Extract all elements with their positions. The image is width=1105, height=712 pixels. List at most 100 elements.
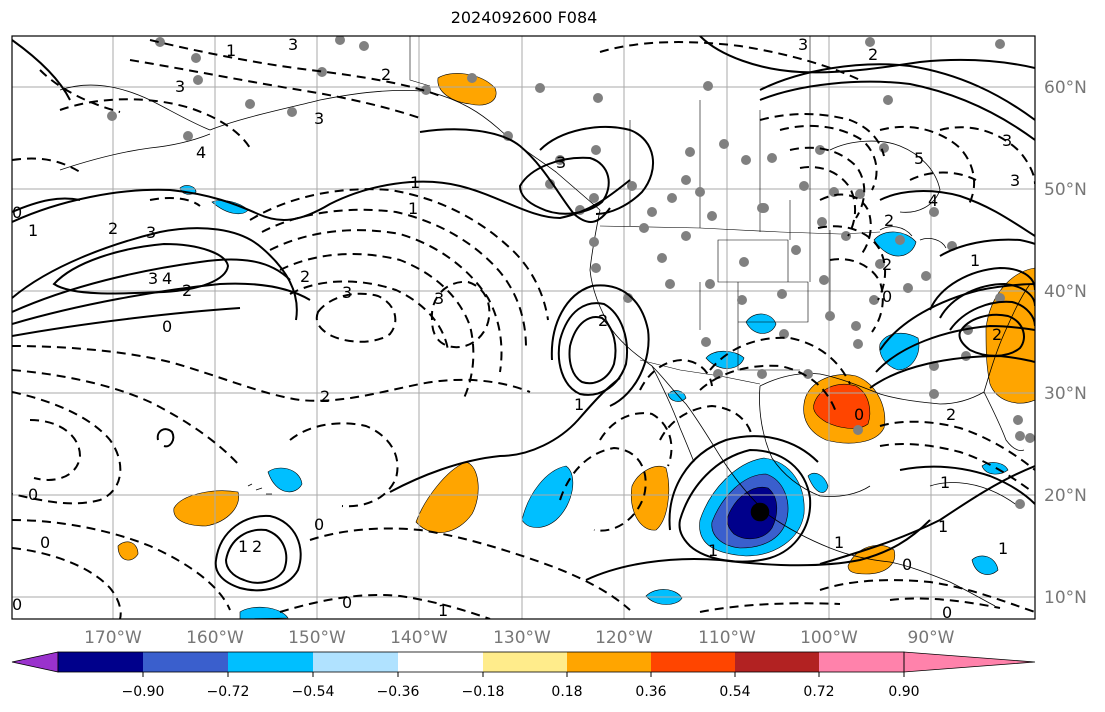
lat-label: 50°N [1044, 180, 1087, 200]
lon-label: 90°W [908, 628, 955, 648]
colorbar-segment [483, 652, 567, 672]
colorbar-ticks [142, 672, 905, 677]
contour-label: 0 [12, 595, 22, 614]
contour-label: 1 [238, 537, 248, 556]
contour-label: 4 [196, 143, 206, 162]
lat-label: 10°N [1044, 588, 1087, 608]
contour-label: 1 [708, 541, 718, 560]
colorbar-segment [735, 652, 819, 672]
colorbar-tick-label: −0.72 [207, 684, 250, 700]
graticule [12, 36, 1035, 619]
lon-label: 160°W [186, 628, 244, 648]
blue-area-mexico-east [807, 473, 829, 493]
lat-label: 60°N [1044, 78, 1087, 98]
cuba [929, 482, 1019, 507]
contour-label: 0 [12, 203, 22, 222]
contour-label: 2 [252, 537, 262, 556]
contour-label: 2 [320, 387, 330, 406]
contour-label: 1 [834, 533, 844, 552]
contour-label: 0 [28, 485, 38, 504]
map-title: 2024092600 F084 [450, 8, 598, 27]
contour-label: 0 [314, 515, 324, 534]
contour-label: 1 [28, 221, 38, 240]
latitude-labels: 60°N 50°N 40°N 30°N 20°N 10°N [1044, 78, 1087, 608]
colorbar-tick-label: −0.18 [462, 684, 505, 700]
alaska-canada-border [409, 36, 431, 87]
lon-label: 100°W [800, 628, 858, 648]
contour-label: 2 [598, 311, 608, 330]
blue-area-mexico-core [750, 502, 770, 522]
contour-label: 2 [884, 211, 894, 230]
solid-contours [12, 36, 1035, 592]
contour-label: 1 [574, 395, 584, 414]
blue-area-central-america [971, 555, 999, 575]
east-coast-na [983, 283, 1031, 393]
contour-label: 1 [438, 601, 448, 620]
contour-label: 3 [1002, 131, 1012, 150]
colorbar-segment [228, 652, 313, 672]
blue-area-central-pacific [521, 465, 574, 528]
contour-label: 1 [408, 199, 418, 218]
mexico-east-coast [759, 385, 871, 497]
station-dots [107, 36, 1035, 509]
florida [983, 391, 1025, 451]
blue-area-oklahoma [745, 313, 777, 334]
colorbar: −0.90 −0.72 −0.54 −0.36 −0.18 0.18 0.36 … [11, 651, 1036, 700]
mexico-west-coast [719, 455, 996, 607]
colorbar-tick-label: 0.90 [888, 684, 919, 700]
contour-label: 3 [798, 35, 808, 54]
contour-label: 0 [854, 405, 864, 424]
colorbar-segment [651, 652, 735, 672]
contour-label: 4 [162, 269, 172, 288]
great-lakes [879, 226, 947, 249]
contour-label: 2 [868, 45, 878, 64]
map-content: 3 3 2 1 4 2 1 1 3 2 3 3 0 0 3 4 3 2 3 2 … [12, 35, 1035, 622]
state-lines [699, 200, 831, 371]
contour-label: 0 [882, 287, 892, 306]
contour-label: 1 [938, 517, 948, 536]
contour-labels: 3 3 2 1 4 2 1 1 3 2 3 3 0 0 3 4 3 2 3 2 … [12, 35, 1020, 622]
blue-area-hawaii [267, 467, 303, 493]
contour-label: 3 [1010, 171, 1020, 190]
lon-label: 140°W [390, 628, 448, 648]
colorbar-segment [58, 652, 143, 672]
contour-label: 0 [162, 317, 172, 336]
lat-label: 30°N [1044, 384, 1087, 404]
shaded-fields [117, 73, 1035, 619]
lon-label: 110°W [698, 628, 756, 648]
canada-provinces [629, 36, 811, 232]
contour-label: 3 [288, 35, 298, 54]
orange-area-hawaii [173, 490, 239, 527]
canada-us-border [599, 225, 881, 235]
colorbar-tick-label: 0.18 [551, 684, 582, 700]
contour-label: 1 [940, 473, 950, 492]
aleutian-chain [59, 133, 211, 171]
contour-label: 2 [992, 325, 1002, 344]
lat-label: 40°N [1044, 282, 1087, 302]
lon-label: 120°W [595, 628, 653, 648]
colorbar-frame [57, 651, 905, 673]
colorbar-tick-label: 0.54 [719, 684, 750, 700]
lat-label: 20°N [1044, 486, 1087, 506]
political-borders [409, 36, 881, 385]
contour-label: 0 [942, 603, 952, 622]
colorbar-tick-label: 0.72 [803, 684, 834, 700]
contour-label: 2 [182, 281, 192, 300]
lon-label: 170°W [84, 628, 142, 648]
hawaii-islands [247, 483, 272, 495]
contour-label: 1 [998, 539, 1008, 558]
lon-label: 130°W [493, 628, 551, 648]
contour-label: 1 [410, 173, 420, 192]
colorbar-extend-right [903, 651, 1036, 673]
contour-label: 3 [146, 223, 156, 242]
hudson-bay [829, 140, 941, 213]
contour-label: 1 [226, 41, 236, 60]
contour-label: 3 [148, 269, 158, 288]
lon-label: 150°W [288, 628, 346, 648]
contour-label: 3 [556, 153, 566, 172]
plot-frame [11, 35, 1036, 620]
contour-label: 3 [314, 109, 324, 128]
contour-label: 2 [300, 267, 310, 286]
contour-label: 2 [381, 65, 391, 84]
